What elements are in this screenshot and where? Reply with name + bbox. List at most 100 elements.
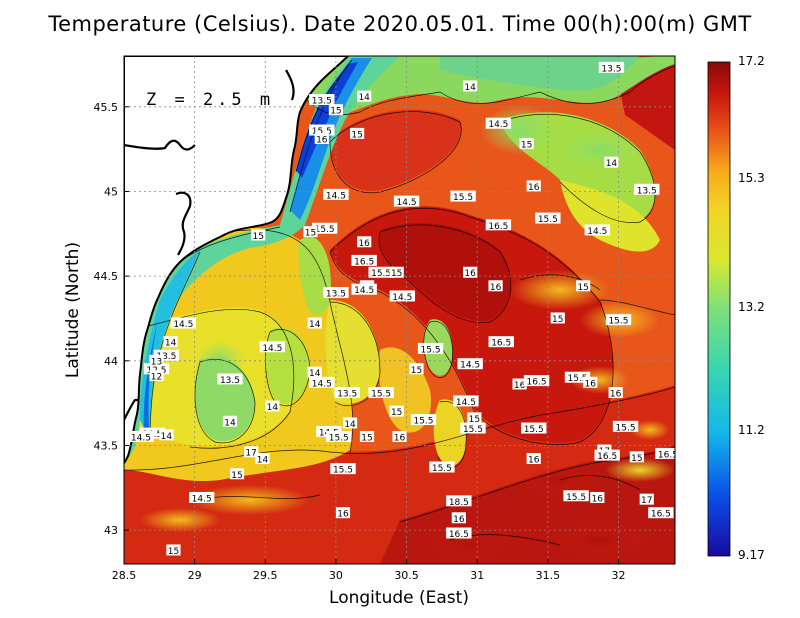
contour-label: 15 xyxy=(229,468,245,481)
contour-label-background xyxy=(563,490,589,502)
contour-label-background xyxy=(535,212,561,224)
contour-label: 14.5 xyxy=(128,431,154,444)
contour-label-background xyxy=(446,527,472,539)
contour-label-background xyxy=(323,188,349,200)
colorbar xyxy=(707,61,731,557)
contour-label-text: 15 xyxy=(231,471,242,481)
contour-label-text: 12 xyxy=(151,373,162,383)
contour-label-text: 16.5 xyxy=(449,530,469,540)
contour-label-text: 16 xyxy=(337,510,349,520)
contour-label: 15.5 xyxy=(311,222,338,235)
contour-label-text: 15 xyxy=(577,283,588,293)
contour-label-text: 13.5 xyxy=(220,376,240,386)
contour-label-text: 16 xyxy=(528,183,540,193)
colorbar-tick-label: 17.2 xyxy=(738,54,765,68)
contour-label-text: 16 xyxy=(585,379,597,389)
contour-label-background xyxy=(159,429,174,441)
contour-label-background xyxy=(655,447,675,459)
contour-label: 15.5 xyxy=(410,414,437,427)
contour-label-background xyxy=(335,507,351,519)
x-axis-label: Longitude (East) xyxy=(329,588,469,608)
contour-label: 18.5 xyxy=(446,495,472,508)
x-tick-label: 31.5 xyxy=(536,569,561,582)
contour-label: 15.5 xyxy=(429,461,455,474)
contour-label: 15.5 xyxy=(450,190,476,203)
contour-label-background xyxy=(368,386,394,398)
contour-label: 14.5 xyxy=(457,358,483,371)
contour-label-text: 14.5 xyxy=(392,293,412,303)
contour-label: 15.5 xyxy=(605,314,632,327)
contour-label: 13.5 xyxy=(217,373,243,386)
contour-label-text: 17 xyxy=(245,449,256,459)
contour-label-background xyxy=(526,180,541,192)
contour-label: 15.5 xyxy=(368,266,394,279)
contour-label-background xyxy=(326,431,352,442)
contour-label: 14.5 xyxy=(189,491,215,504)
contour-label: 15 xyxy=(550,312,565,325)
contour-label-background xyxy=(648,507,674,519)
contour-label-text: 15.5 xyxy=(608,317,628,327)
contour-label-background xyxy=(309,124,335,136)
contour-label-text: 13.5 xyxy=(156,352,176,362)
contour-label: 15.5 xyxy=(309,124,335,137)
contour-label-text: 13.5 xyxy=(637,186,657,196)
x-tick-label: 32 xyxy=(611,569,625,582)
contour-label-text: 14.5 xyxy=(173,320,193,330)
contour-label-text: 15.5 xyxy=(371,269,391,279)
contour-label-background xyxy=(323,287,349,299)
y-tick-label: 45.5 xyxy=(94,101,119,114)
contour-label: 14 xyxy=(222,415,238,428)
contour-label: 15 xyxy=(519,138,534,151)
contour-label: 16 xyxy=(526,180,541,193)
contour-label-text: 16 xyxy=(490,283,502,293)
contour-label-background xyxy=(526,453,541,465)
contour-label-background xyxy=(128,431,154,442)
contour-label: 14 xyxy=(159,429,174,442)
contour-label-background xyxy=(594,449,620,461)
contour-label-background xyxy=(217,373,243,385)
contour-label-text: 14 xyxy=(165,339,177,349)
temperature-field: 14 13.5 13.5 14 15 14.5 15.5 16 15 15 14 16 13.5 14.5… xyxy=(124,56,675,564)
contour-label-text: 14 xyxy=(224,418,236,428)
x-tick-label: 30 xyxy=(329,569,343,582)
contour-label: 14.5 xyxy=(393,195,420,208)
contour-label: 16 xyxy=(488,280,503,293)
contour-label-text: 16 xyxy=(610,389,622,399)
contour-label-text: 14.5 xyxy=(262,344,282,354)
contour-label: 14.5 xyxy=(259,341,286,354)
plot-frame xyxy=(123,55,676,565)
contour-label: 14 xyxy=(265,400,280,413)
contour-label: 16 xyxy=(590,491,605,504)
contour-label-text: 16 xyxy=(528,456,540,466)
contour-label-background xyxy=(149,370,164,382)
contour-label-text: 15 xyxy=(330,107,341,117)
contour-label-text: 13.5 xyxy=(326,290,346,300)
contour-label-background xyxy=(359,431,375,442)
contour-label: 15 xyxy=(251,229,266,242)
contour-label-text: 15.5 xyxy=(371,389,391,399)
contour-label: 14 xyxy=(163,336,178,349)
contour-label: 14 xyxy=(307,366,322,379)
contour-label-text: 13 xyxy=(151,357,162,367)
depth-label: Z = 2.5 m xyxy=(146,90,275,110)
contour-label-text: 17 xyxy=(641,496,652,506)
contour-label-text: 14 xyxy=(464,83,476,93)
contour-label-background xyxy=(153,349,180,361)
contour-label-background xyxy=(446,495,472,507)
contour-label-text: 15 xyxy=(469,415,480,425)
contour-label-background xyxy=(460,422,486,434)
contour-label: 14 xyxy=(307,317,322,330)
contour-label: 16 xyxy=(583,376,598,389)
contour-label-text: 14.5 xyxy=(354,286,374,296)
contour-label-text: 15.5 xyxy=(453,193,473,203)
contour-label-text: 16 xyxy=(464,269,476,279)
contour-label: 14.5 xyxy=(309,376,335,389)
contour-label-background xyxy=(389,266,404,278)
contour-label-text: 14 xyxy=(267,403,279,413)
contour-label-text: 16.5 xyxy=(597,452,617,462)
contour-label-background xyxy=(512,378,527,390)
contour-label-background xyxy=(629,451,644,463)
contour-label: 15.5 xyxy=(326,431,352,444)
contour-label-background xyxy=(463,266,478,278)
